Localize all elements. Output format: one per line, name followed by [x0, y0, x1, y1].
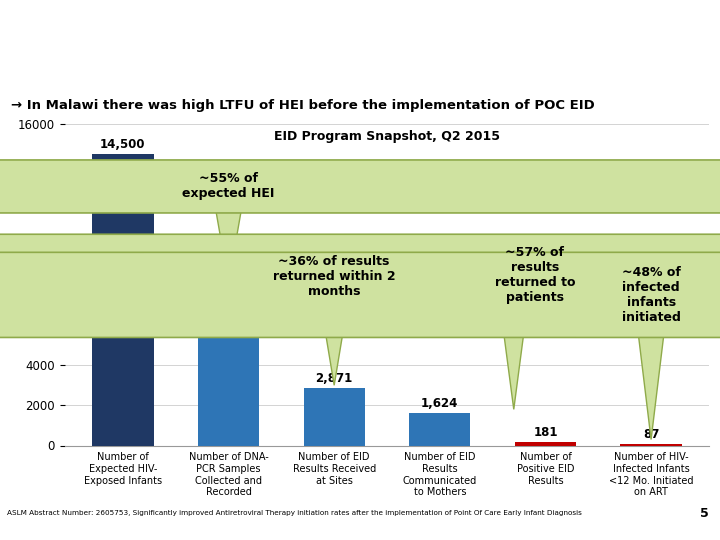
FancyBboxPatch shape: [0, 160, 720, 213]
Polygon shape: [639, 335, 664, 440]
Bar: [198, 285, 259, 446]
Text: Loss to Follow Up (LTFU) of HIV Exposed Infants (HEI): Loss to Follow Up (LTFU) of HIV Exposed …: [90, 58, 630, 76]
Text: ~48% of
infected
infants
initiated: ~48% of infected infants initiated: [621, 266, 680, 324]
Text: 2,871: 2,871: [315, 372, 353, 385]
Text: EID Program Snapshot, Q2 2015: EID Program Snapshot, Q2 2015: [274, 130, 500, 143]
Text: ~57% of
results
returned to
patients: ~57% of results returned to patients: [495, 246, 575, 304]
Bar: [621, 444, 682, 446]
FancyBboxPatch shape: [0, 252, 720, 338]
FancyBboxPatch shape: [0, 242, 720, 312]
Text: ~36% of results
returned within 2
months: ~36% of results returned within 2 months: [273, 255, 395, 298]
Text: ~55% of
expected HEI: ~55% of expected HEI: [182, 172, 275, 200]
Text: 5: 5: [701, 507, 709, 520]
Text: 1,624: 1,624: [421, 397, 459, 410]
Bar: [92, 154, 153, 445]
Text: 7,992: 7,992: [210, 269, 247, 282]
Text: 181: 181: [534, 426, 558, 439]
Polygon shape: [216, 211, 241, 283]
Text: POC EID Pilot:: POC EID Pilot:: [278, 15, 442, 35]
Text: 87: 87: [643, 428, 660, 441]
Text: → In Malawi there was high LTFU of HEI before the implementation of POC EID: → In Malawi there was high LTFU of HEI b…: [11, 99, 595, 112]
Bar: [409, 413, 470, 446]
Bar: [515, 442, 576, 446]
Bar: [304, 388, 365, 445]
Text: ASLM Abstract Number: 2605753, Significantly improved Antiretroviral Therapy ini: ASLM Abstract Number: 2605753, Significa…: [7, 510, 582, 516]
Text: 14,500: 14,500: [100, 138, 145, 151]
Polygon shape: [322, 309, 347, 385]
Polygon shape: [501, 313, 526, 409]
FancyBboxPatch shape: [0, 234, 720, 315]
